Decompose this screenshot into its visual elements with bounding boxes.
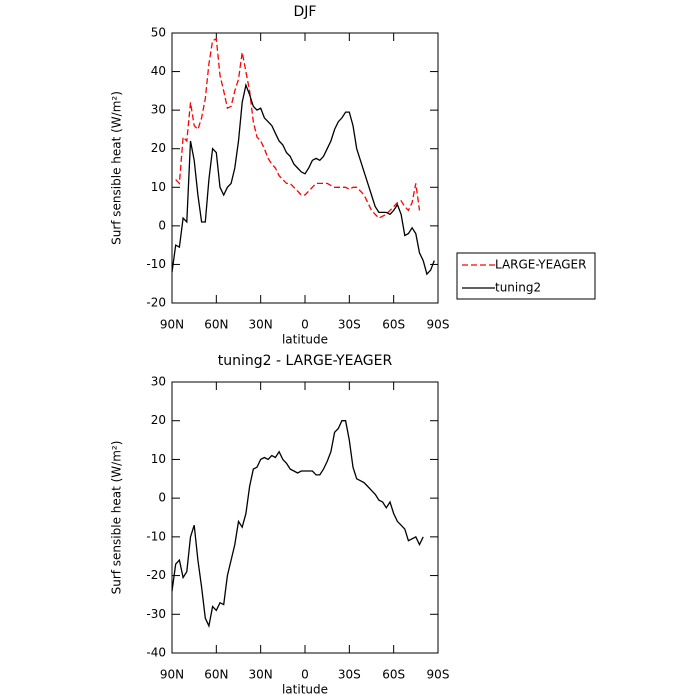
x-axis-label: latitude <box>282 333 328 347</box>
x-tick-label: 90N <box>160 318 184 332</box>
x-tick-label: 0 <box>301 668 309 682</box>
plot-frame <box>171 32 439 304</box>
line-series <box>171 82 435 276</box>
y-tick-label: -40 <box>146 646 166 660</box>
y-axis-label: Surf sensible heat (W/m²) <box>110 441 124 595</box>
y-tick-label: 0 <box>158 218 166 232</box>
x-tick-label: 90S <box>427 668 450 682</box>
chart-title: tuning2 - LARGE-YEAGER <box>218 353 393 369</box>
x-tick-label: 30S <box>338 668 361 682</box>
y-tick-label: 50 <box>151 26 166 40</box>
chart-title: DJF <box>294 4 317 20</box>
x-axis-label: latitude <box>282 683 328 697</box>
y-tick-label: 30 <box>151 375 166 389</box>
y-tick-label: 40 <box>151 64 166 78</box>
y-tick-label: 0 <box>158 491 166 505</box>
y-tick-label: 20 <box>151 413 166 427</box>
y-tick-label: -20 <box>146 296 166 310</box>
y-tick-label: 30 <box>151 103 166 117</box>
x-tick-label: 90S <box>427 318 450 332</box>
x-tick-label: 60S <box>382 668 405 682</box>
x-tick-label: 90N <box>160 668 184 682</box>
line-series <box>171 420 424 628</box>
y-tick-label: -30 <box>146 607 166 621</box>
plot-frame <box>171 381 439 654</box>
x-tick-label: 0 <box>301 318 309 332</box>
legend-label: LARGE-YEAGER <box>495 258 586 272</box>
y-axis-label: Surf sensible heat (W/m²) <box>110 91 124 245</box>
x-tick-label: 30N <box>249 668 273 682</box>
legend-box <box>456 252 596 300</box>
y-tick-label: 10 <box>151 452 166 466</box>
x-tick-label: 30S <box>338 318 361 332</box>
y-tick-label: 10 <box>151 180 166 194</box>
legend-label: tuning2 <box>495 281 541 295</box>
y-tick-label: 20 <box>151 141 166 155</box>
y-tick-label: -10 <box>146 257 166 271</box>
y-tick-label: -10 <box>146 529 166 543</box>
line-series <box>175 37 421 219</box>
x-tick-label: 60S <box>382 318 405 332</box>
x-tick-label: 30N <box>249 318 273 332</box>
x-tick-label: 60N <box>204 318 228 332</box>
y-tick-label: -20 <box>146 568 166 582</box>
x-tick-label: 60N <box>204 668 228 682</box>
